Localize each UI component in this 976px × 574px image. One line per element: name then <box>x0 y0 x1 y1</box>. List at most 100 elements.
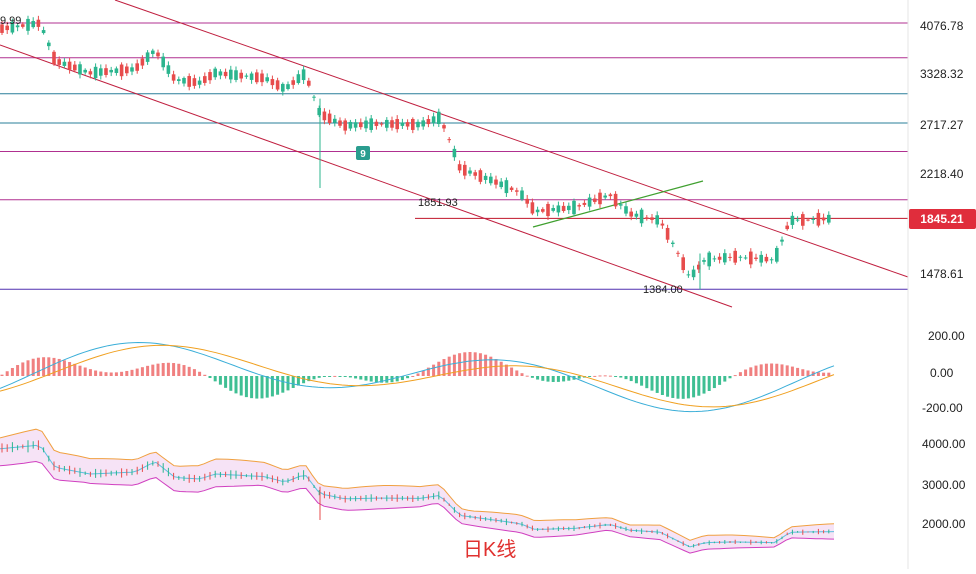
candle-body <box>442 125 446 129</box>
macd-bar <box>421 370 425 376</box>
macd-bar <box>478 353 482 376</box>
macd-bar <box>567 376 571 381</box>
macd-bar <box>369 376 373 382</box>
candle-body <box>296 74 301 84</box>
marker-badge[interactable]: 9 <box>356 146 370 160</box>
macd-bar <box>728 376 732 379</box>
macd-bar <box>676 376 680 399</box>
candle-body <box>31 21 35 28</box>
macd-bar <box>151 364 155 376</box>
candle-body <box>338 120 342 126</box>
macd-bar <box>166 362 170 376</box>
candle-body <box>125 66 129 74</box>
macd-bar <box>697 376 701 396</box>
candle-body <box>676 252 680 254</box>
candle-body <box>405 122 410 127</box>
candle-body <box>47 42 51 47</box>
macd-bar <box>426 367 430 376</box>
candle-body <box>10 21 15 33</box>
candle-body <box>119 64 124 77</box>
candle-body <box>801 214 805 226</box>
macd-bar <box>52 357 56 376</box>
macd-bar <box>385 376 389 383</box>
macd-bar <box>94 370 98 376</box>
candle-body <box>702 260 706 262</box>
macd-bar <box>328 376 332 377</box>
candle-body <box>655 215 659 225</box>
candle-body <box>145 52 150 62</box>
macd-bar <box>785 365 789 376</box>
macd-bar <box>437 361 441 376</box>
candle-body <box>229 69 233 80</box>
macd-bar <box>104 372 108 376</box>
macd-bar <box>598 375 602 377</box>
macd-bar <box>577 376 581 379</box>
candle-body <box>613 193 618 207</box>
macd-bar <box>343 376 347 377</box>
macd-tick: 200.00 <box>928 329 965 343</box>
candle-body <box>457 164 462 171</box>
macd-bar <box>452 354 456 376</box>
boll-tick: 2000.00 <box>922 517 966 531</box>
candle-body <box>322 111 327 121</box>
candle-body <box>213 68 217 78</box>
macd-bar <box>354 376 358 379</box>
macd-bar <box>634 376 638 384</box>
macd-bar <box>796 367 800 376</box>
macd-bar <box>250 376 254 399</box>
candle-body <box>764 256 769 262</box>
candle-body <box>587 197 592 207</box>
candle-body <box>26 18 30 31</box>
candle-body <box>821 217 826 221</box>
candle-body <box>447 139 451 141</box>
macd-bar <box>640 376 644 386</box>
candle-body <box>291 80 295 85</box>
macd-bar <box>99 371 103 376</box>
candle-body <box>634 213 639 217</box>
candle-body <box>208 72 212 81</box>
macd-bar <box>629 376 633 382</box>
trend-line <box>532 180 704 228</box>
candle-body <box>608 194 613 197</box>
macd-bar <box>10 367 14 376</box>
candle-body <box>156 52 160 57</box>
candle-body <box>728 256 732 258</box>
macd-bar <box>790 366 794 376</box>
macd-bar <box>416 373 420 376</box>
macd-bar <box>536 376 540 380</box>
candle-body <box>723 253 727 263</box>
price-tag: 1845.21 <box>909 209 976 229</box>
candle-body <box>203 76 207 83</box>
candle-body <box>639 209 644 224</box>
boll-panel <box>0 428 835 554</box>
candle-body <box>218 71 223 76</box>
macd-bar <box>494 359 498 376</box>
macd-bar <box>31 358 35 376</box>
macd-bar <box>822 372 826 376</box>
candle-body <box>379 123 384 125</box>
candle-body <box>603 195 607 198</box>
candle-body <box>686 274 691 276</box>
macd-bar <box>712 376 716 389</box>
trend-channels <box>0 0 909 308</box>
macd-bar <box>588 376 592 377</box>
support-annotation: 1851.93 <box>418 197 458 209</box>
macd-bar <box>192 369 196 376</box>
macd-bar <box>489 356 493 376</box>
macd-bar <box>83 367 87 376</box>
macd-bar <box>619 376 623 378</box>
candle-body <box>494 179 498 185</box>
candle-body <box>671 242 675 244</box>
macd-bar <box>473 352 477 376</box>
candle-body <box>0 24 4 33</box>
candle-body <box>780 239 784 242</box>
macd-bar <box>692 376 696 398</box>
macd-bar <box>270 376 274 397</box>
macd-bar <box>515 370 519 376</box>
macd-bar <box>317 376 321 378</box>
candle-body <box>177 79 181 81</box>
candle-body <box>593 198 597 202</box>
boll-tick: 4000.00 <box>922 437 966 451</box>
candle-body <box>749 251 753 265</box>
macd-bar <box>203 374 207 376</box>
